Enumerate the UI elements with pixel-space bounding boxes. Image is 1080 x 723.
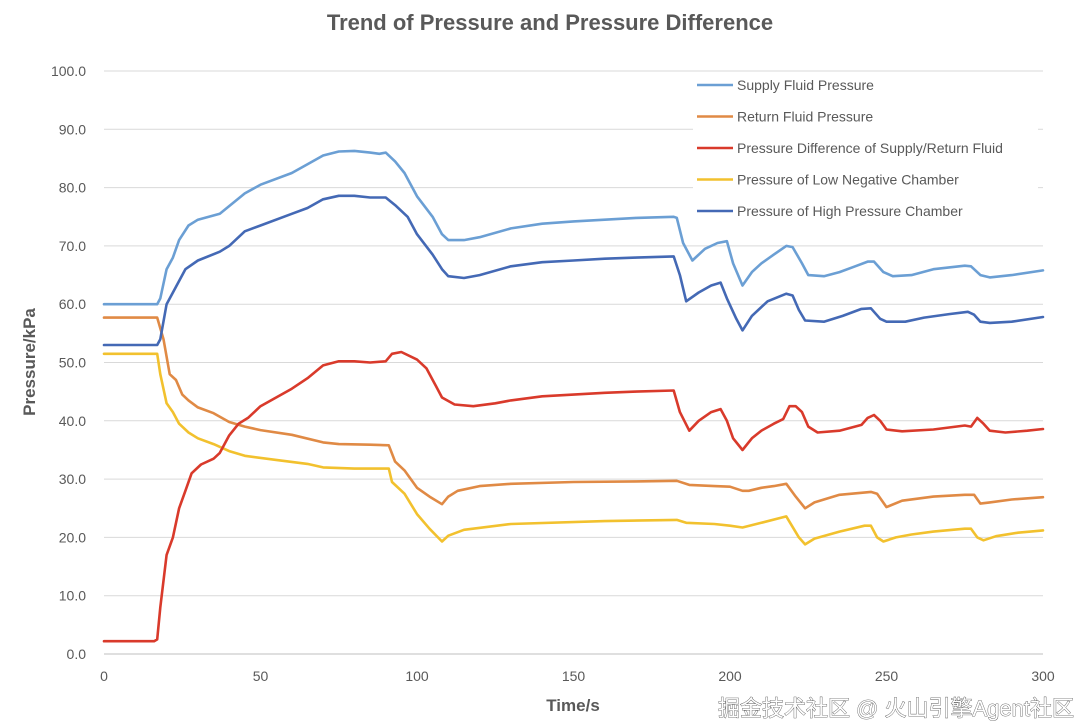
x-tick-label: 200 [718,668,742,684]
y-tick-label: 70.0 [59,238,86,254]
series-lines [102,149,1045,643]
y-tick-label: 80.0 [59,180,86,196]
x-tick-labels: 0 50 100 150 200 250 300 [100,668,1055,684]
y-tick-label: 90.0 [59,121,86,137]
x-tick-label: 250 [875,668,899,684]
legend-label-1: Return Fluid Pressure [737,109,873,125]
x-axis-label: Time/s [546,696,600,715]
y-tick-label: 100.0 [51,63,86,79]
y-tick-labels: 0.0 10.0 20.0 30.0 40.0 50.0 60.0 70.0 80.0 90.0 1… [51,63,86,662]
legend-label-2: Pressure Difference of Supply/Return Flu… [737,140,1003,156]
x-tick-label: 300 [1031,668,1055,684]
series-line-2 [102,350,1045,643]
y-axis-label: Pressure/kPa [20,308,39,416]
series-line-3 [102,352,1045,546]
y-tick-label: 0.0 [67,646,87,662]
x-tick-label: 100 [405,668,429,684]
x-tick-label: 150 [562,668,586,684]
watermark: 掘金技术社区 @ 火山引擎Agent社区 [718,696,1074,721]
legend-label-3: Pressure of Low Negative Chamber [737,172,959,188]
series-line-1 [102,316,1045,510]
y-tick-label: 40.0 [59,413,86,429]
legend-label-4: Pressure of High Pressure Chamber [737,203,963,219]
legend: Supply Fluid Pressure Return Fluid Pressu… [693,72,1038,230]
legend-label-0: Supply Fluid Pressure [737,77,874,93]
y-tick-label: 50.0 [59,355,86,371]
series-line-0 [102,149,1045,306]
legend-background [693,72,1038,230]
series-line-4 [102,194,1045,347]
y-tick-label: 60.0 [59,296,86,312]
y-tick-label: 20.0 [59,529,86,545]
y-tick-label: 10.0 [59,588,86,604]
y-tick-label: 30.0 [59,471,86,487]
x-tick-label: 0 [100,668,108,684]
x-tick-label: 50 [253,668,269,684]
chart-title: Trend of Pressure and Pressure Differenc… [327,10,773,35]
